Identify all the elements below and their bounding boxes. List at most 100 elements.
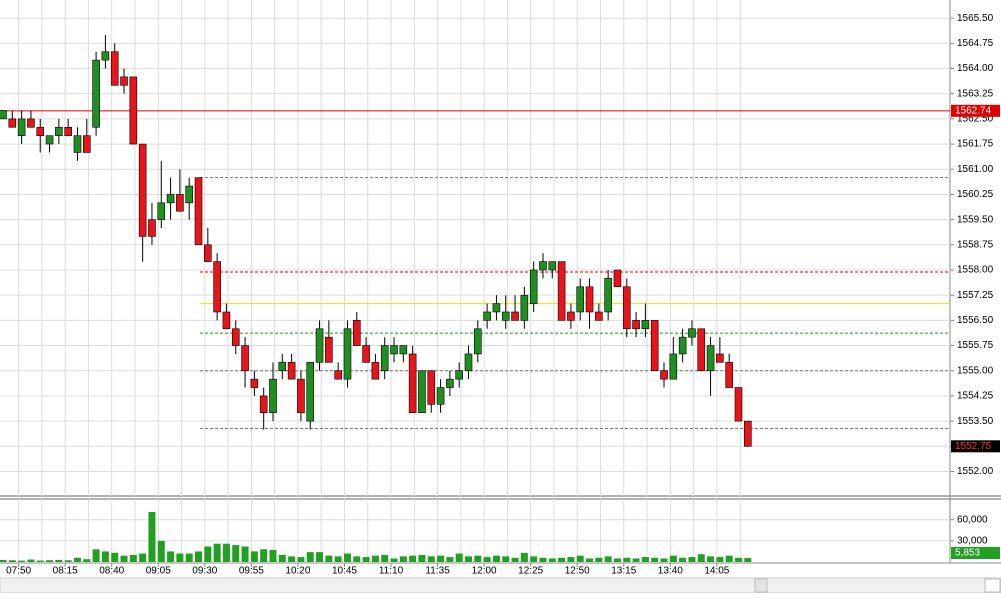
volume-bar [27,559,35,562]
last-price-box [951,440,1000,453]
volume-bar [288,556,296,562]
volume-bar [734,557,742,562]
candle-body [222,311,231,330]
volume-bar [111,552,119,562]
volume-bar [427,556,435,562]
candle-body [362,345,370,363]
candle-body [166,194,175,204]
volume-bar [120,555,128,562]
volume-bar [306,552,314,562]
candle-body [511,311,519,321]
volume-bar [530,556,538,562]
last-price-label: 1552.75 [955,441,992,452]
volume-bar [623,557,631,562]
candle-body [120,76,128,86]
volume-bar [716,557,724,562]
volume-bar [446,557,454,562]
y-tick-label: 1555.75 [957,340,994,351]
volume-bar [316,552,324,562]
volume-bar [511,557,519,562]
volume-last-label: 5,853 [955,548,980,559]
price-level-box [951,104,1000,117]
volume-bar [241,546,249,562]
volume-bar [157,540,165,562]
candle-body [334,370,342,380]
candle-body [157,202,166,220]
candle-body [241,345,249,372]
x-tick-label: 12:50 [565,566,590,577]
volume-bar [129,554,137,562]
volume-bar [651,557,659,562]
candle-body [436,387,445,405]
candle-body [390,345,398,355]
candle-body [539,261,547,271]
candle-body [92,59,100,128]
candle-body [613,269,622,288]
volume-bar [567,557,575,562]
candle-body [213,261,221,313]
volume-bar [492,555,500,562]
y-tick-label: 1565.50 [957,13,994,24]
volume-bar [8,560,16,562]
volume-bar [204,546,212,562]
volume-bar [232,545,240,562]
candle-body [231,328,240,346]
volume-bar [474,555,482,562]
corner-button[interactable] [984,578,1001,593]
candle-body [678,336,687,355]
candle-body [8,118,17,128]
candle-body [343,328,352,380]
candle-body [250,378,259,388]
x-tick-label: 10:20 [285,566,310,577]
volume-bar [185,553,193,562]
candle-body [697,328,706,372]
volume-bar [36,560,44,562]
candle-body [176,194,184,212]
x-tick-label: 09:55 [239,566,264,577]
candle-body [194,177,203,246]
scrollbar[interactable] [0,577,1001,594]
volume-bar [660,558,668,562]
x-tick-label: 14:05 [704,566,729,577]
volume-bar [148,511,156,562]
candle-body [641,320,650,330]
y-tick-label: 1558.75 [957,239,994,250]
candle-body [0,110,7,120]
y-tick-label: 1564.00 [957,63,994,74]
volume-bar [697,554,705,562]
volume-bar [278,554,286,562]
candle-body [567,311,575,321]
x-tick-label: 11:10 [379,566,404,577]
candle-body [427,370,436,405]
volume-bar [250,551,258,562]
volume-bar [371,555,379,562]
volume-bar [418,554,426,562]
candle-body [259,395,268,414]
volume-bar [55,559,63,562]
candle-body [399,345,408,355]
y-tick-label: 1559.50 [957,214,994,225]
volume-bar [195,551,203,562]
volume-bar [558,557,566,562]
candle-body [585,286,594,313]
candle-body [716,353,724,363]
volume-bar [222,543,230,562]
x-tick-label: 08:15 [53,566,78,577]
candle-body [138,143,147,237]
volume-bar [586,558,594,562]
candle-body [297,378,305,414]
y-tick-label: 1553.50 [957,416,994,427]
volume-bar [502,556,510,562]
candle-body [650,320,659,372]
volume-bar [679,557,687,562]
candle-body [55,126,63,136]
candle-body [306,362,315,422]
volume-bar [325,555,333,562]
candle-body [734,387,743,422]
candle-body [706,345,715,372]
volume-bar [613,558,621,562]
scrollbar-thumb[interactable] [754,578,768,593]
y-tick-label: 1560.25 [957,189,994,200]
candle-body [204,244,212,262]
